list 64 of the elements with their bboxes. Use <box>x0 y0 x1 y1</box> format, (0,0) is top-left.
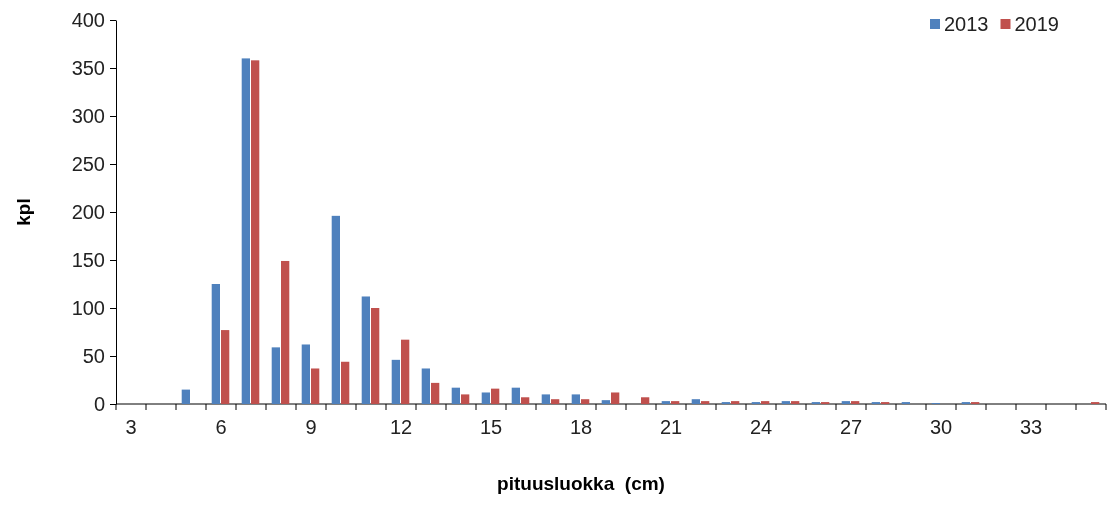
bar <box>691 399 700 404</box>
bar <box>211 284 220 404</box>
bar <box>221 330 230 404</box>
y-tick-label: 150 <box>71 248 105 271</box>
x-axis-title: pituusluokka (cm) <box>497 473 665 494</box>
bar <box>361 296 370 404</box>
bar <box>671 401 680 404</box>
bar <box>331 215 340 404</box>
bar <box>241 58 250 404</box>
bar <box>851 401 860 404</box>
y-tick-label: 200 <box>71 200 105 223</box>
bar <box>521 397 530 404</box>
x-tick-label: 33 <box>1019 416 1043 438</box>
x-tick-label: 24 <box>749 416 773 438</box>
bar <box>281 260 290 404</box>
x-tick-label: 15 <box>479 416 503 438</box>
y-axis-title: kpl <box>13 198 34 226</box>
bar <box>781 401 790 404</box>
x-tick-label: 6 <box>215 416 227 438</box>
x-tick-label: 18 <box>569 416 593 438</box>
bar <box>341 361 350 404</box>
bar <box>421 368 430 404</box>
bar <box>301 344 310 404</box>
y-tick-label: 100 <box>71 296 105 319</box>
y-tick-label: 350 <box>71 56 105 79</box>
bar <box>571 394 580 404</box>
x-tick-label: 9 <box>305 416 317 438</box>
y-tick-label: 50 <box>82 344 105 367</box>
bar <box>661 401 670 404</box>
bar <box>581 399 590 404</box>
bar <box>541 394 550 404</box>
y-tick-label: 400 <box>71 8 105 31</box>
bar <box>601 400 610 404</box>
x-tick-label: 27 <box>839 416 863 438</box>
bar <box>841 401 850 404</box>
bar <box>551 399 560 404</box>
bar <box>731 401 740 404</box>
bar <box>791 401 800 404</box>
y-tick-label: 300 <box>71 104 105 127</box>
x-tick-label: 21 <box>659 416 683 438</box>
bar <box>181 389 190 404</box>
bar <box>391 359 400 404</box>
y-tick-label: 0 <box>93 392 105 415</box>
bar <box>401 339 410 404</box>
bar <box>311 368 320 404</box>
bar <box>701 401 710 404</box>
bar <box>491 388 500 404</box>
bar <box>271 347 280 404</box>
bar <box>251 60 260 404</box>
x-tick-label: 12 <box>389 416 413 438</box>
bar <box>761 401 770 404</box>
bar <box>641 397 650 404</box>
x-tick-label: 3 <box>125 416 137 438</box>
bar <box>611 392 620 404</box>
bar <box>431 382 440 404</box>
legend-label: 2019 <box>1014 13 1059 35</box>
x-tick-label: 30 <box>929 416 953 438</box>
bar <box>451 387 460 404</box>
legend-label: 2013 <box>944 13 989 35</box>
bar <box>511 387 520 404</box>
bar <box>461 394 470 404</box>
bar <box>481 392 490 404</box>
bar <box>371 308 380 404</box>
y-tick-label: 250 <box>71 152 105 175</box>
